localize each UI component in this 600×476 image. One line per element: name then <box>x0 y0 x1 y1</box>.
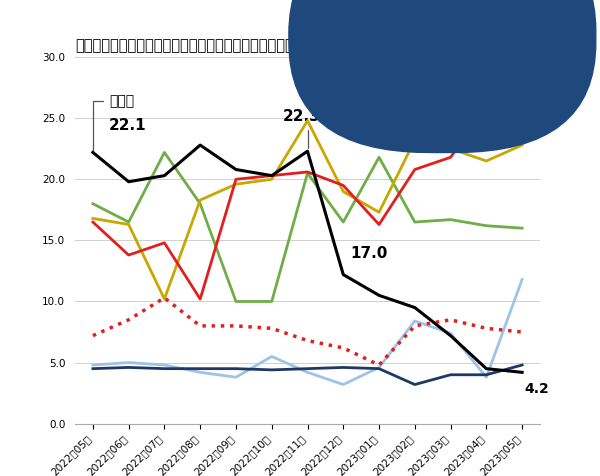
Text: BCN Ranking: BCN Ranking <box>461 23 551 36</box>
Text: 22.1: 22.1 <box>109 118 146 133</box>
FancyBboxPatch shape <box>289 0 574 152</box>
FancyBboxPatch shape <box>296 0 581 152</box>
Text: 17.0: 17.0 <box>350 247 388 261</box>
Text: ソニー: ソニー <box>93 94 134 149</box>
Text: コンパクトデジタルカメラのメーカー別販売台数シェア（%）: コンパクトデジタルカメラのメーカー別販売台数シェア（%） <box>75 37 325 52</box>
Text: 22.3: 22.3 <box>283 109 320 149</box>
FancyBboxPatch shape <box>304 0 589 152</box>
FancyBboxPatch shape <box>311 0 596 152</box>
Text: 4.2: 4.2 <box>524 382 548 396</box>
